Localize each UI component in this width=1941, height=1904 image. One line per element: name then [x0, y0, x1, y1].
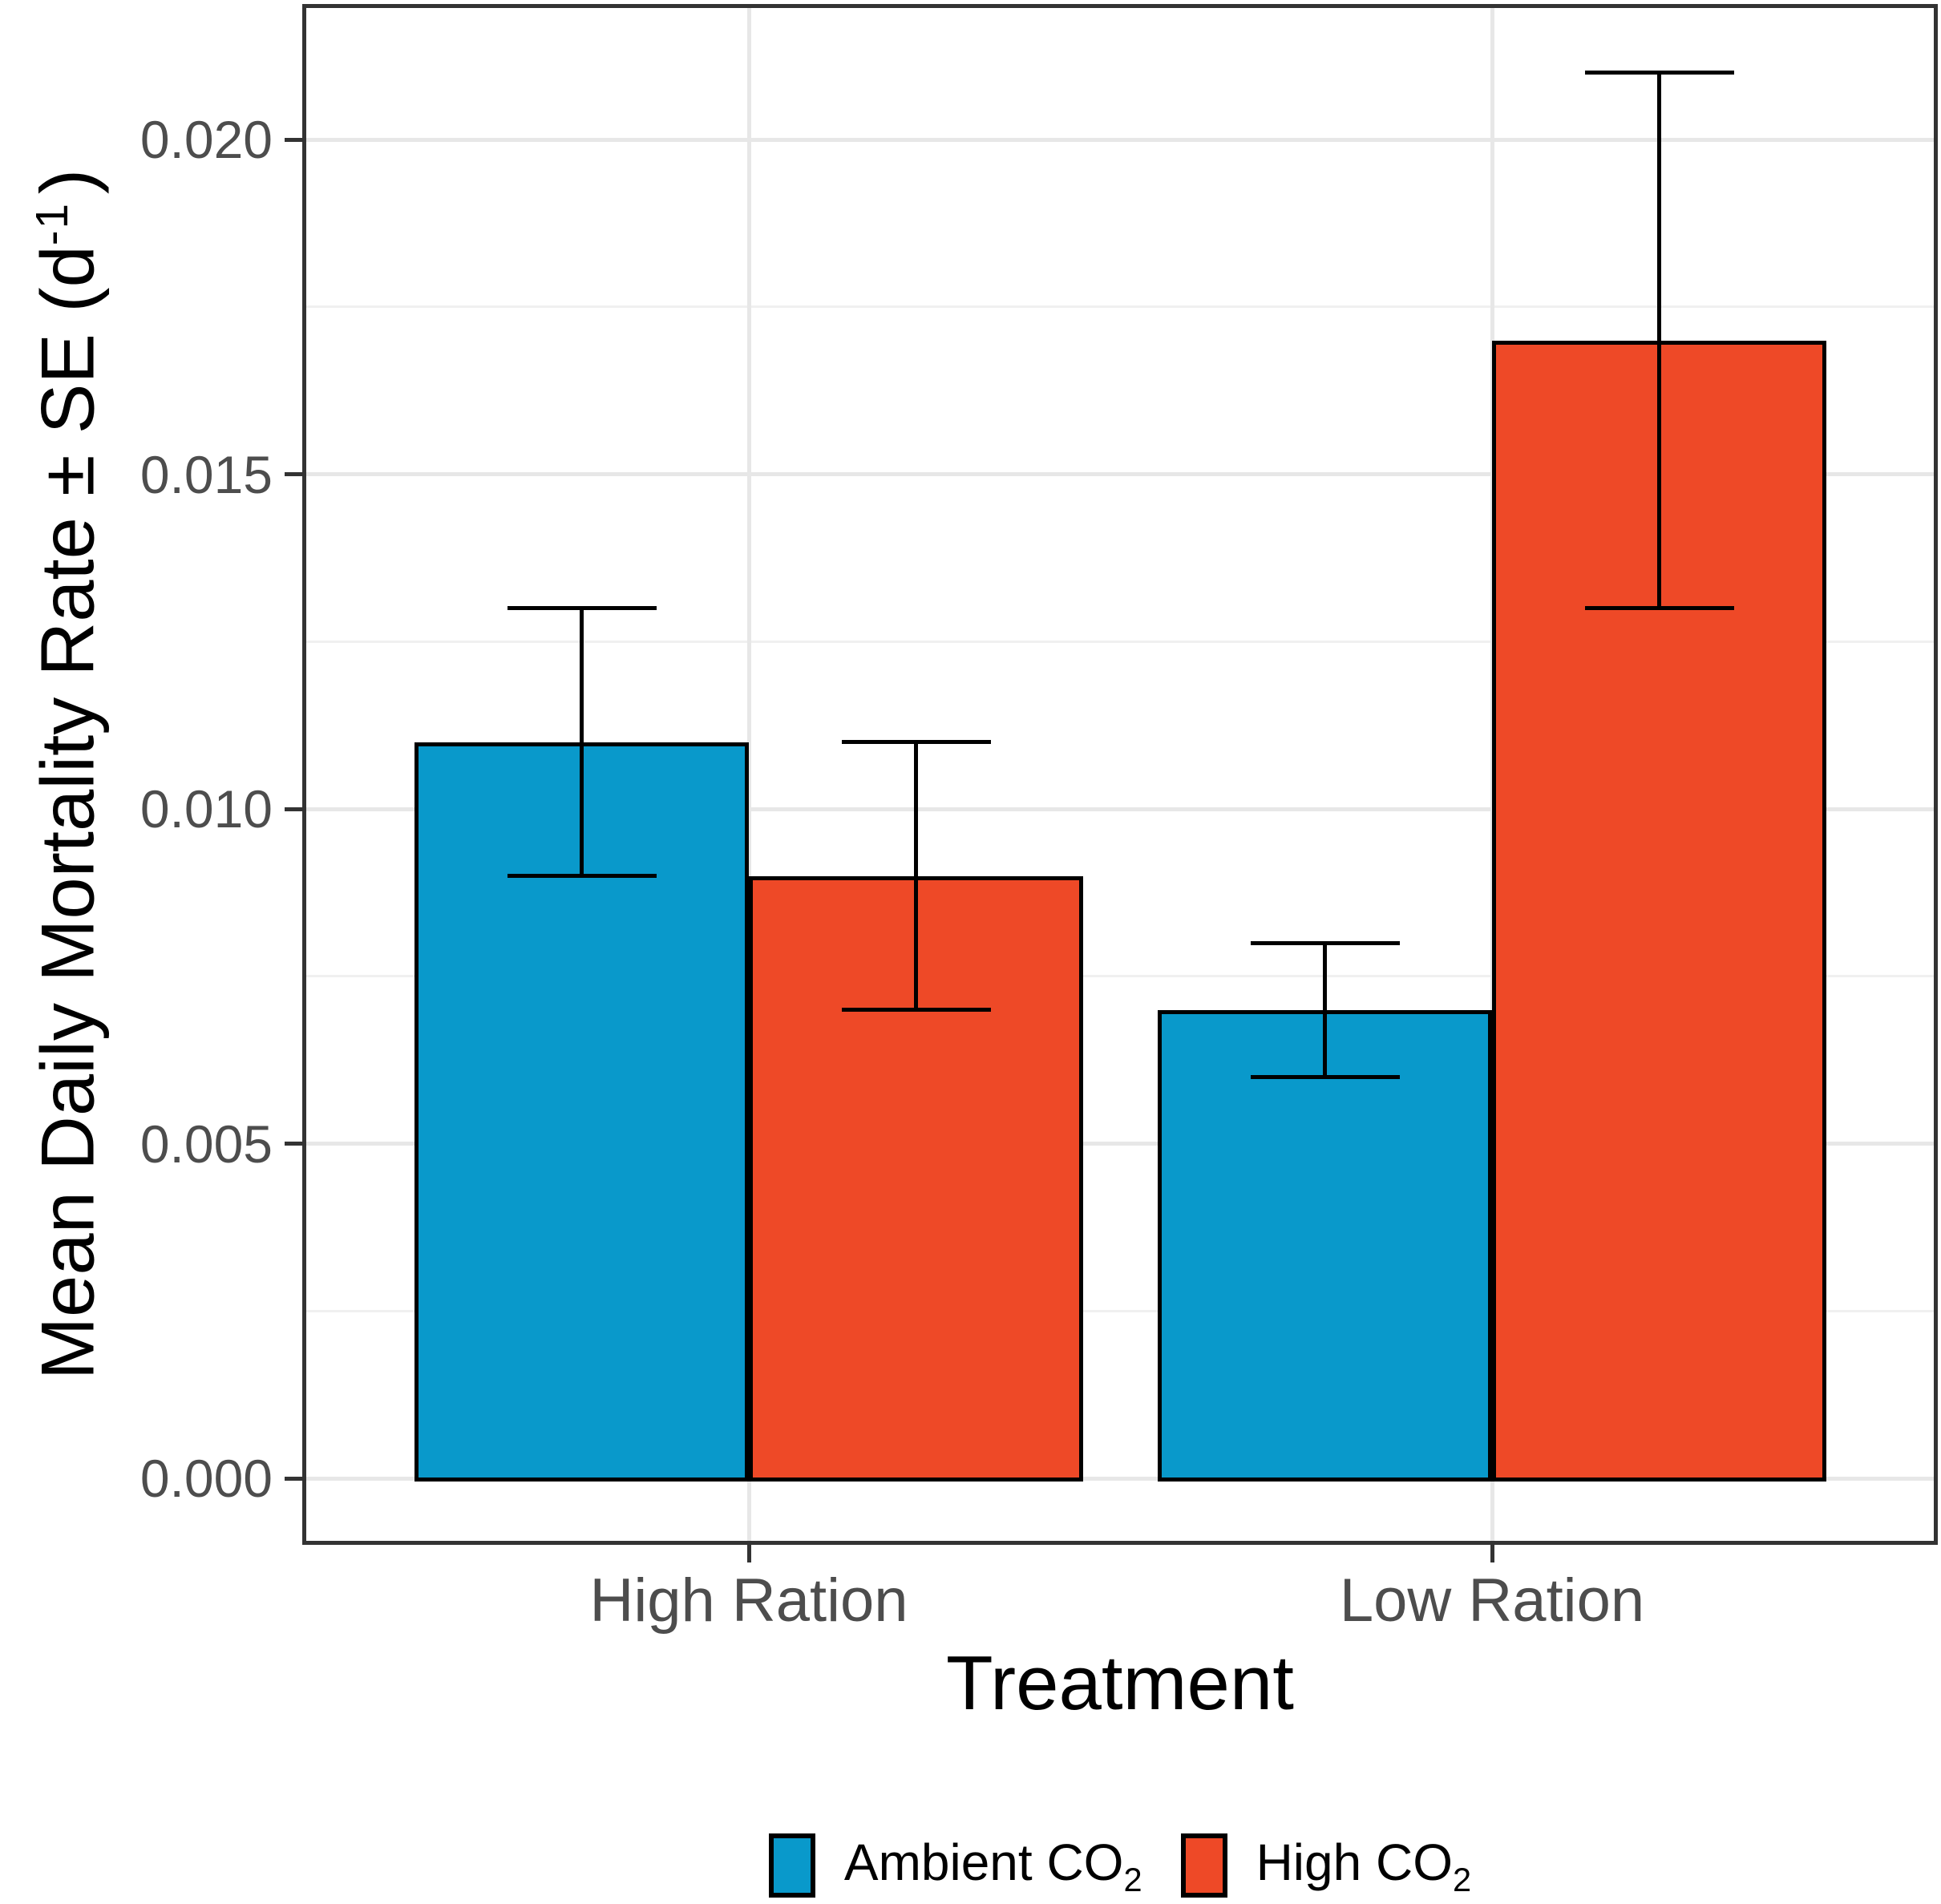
error-bar-high-ration-ambient-co2-cap-bottom — [507, 874, 657, 878]
gridline-minor — [306, 975, 1934, 978]
y-tick-label: 0.005 — [140, 1114, 273, 1174]
legend-label-ambient-co2: Ambient CO2 — [844, 1833, 1142, 1899]
legend-label-text: Ambient CO — [843, 1833, 1124, 1891]
gridline-minor — [306, 1309, 1934, 1312]
x-axis-title: Treatment — [946, 1640, 1294, 1726]
gridline-minor — [306, 640, 1934, 643]
y-axis-title: Mean Daily Mortality Rate ± SE (d-1) — [4, 4, 109, 1545]
bar-low-ration-ambient-co2 — [1158, 1009, 1492, 1482]
error-bar-low-ration-high-co2-cap-top — [1584, 71, 1734, 75]
error-bar-high-ration-high-co2-line — [914, 742, 918, 1010]
legend-label-text: High CO — [1256, 1833, 1453, 1891]
y-tick-mark — [285, 137, 302, 142]
x-tick-label-low-ration: Low Ration — [1339, 1566, 1645, 1635]
error-bar-high-ration-ambient-co2-line — [580, 608, 584, 876]
legend-label-high-co2: High CO2 — [1256, 1833, 1472, 1899]
error-bar-low-ration-ambient-co2-cap-top — [1250, 940, 1400, 945]
legend-item-ambient-co2: Ambient CO2 — [768, 1833, 1142, 1899]
legend-label-subscript: 2 — [1452, 1860, 1472, 1898]
x-tick-mark — [1490, 1545, 1494, 1562]
x-tick-label-high-ration: High Ration — [589, 1566, 908, 1635]
error-bar-high-ration-ambient-co2-cap-top — [507, 606, 657, 610]
gridline-major — [306, 806, 1934, 811]
x-tick-mark — [746, 1545, 751, 1562]
y-tick-mark — [285, 1142, 302, 1146]
gridline-major — [306, 1476, 1934, 1481]
legend-swatch-ambient-co2 — [768, 1833, 815, 1898]
gridline-major — [306, 472, 1934, 476]
y-tick-label: 0.020 — [140, 110, 273, 169]
gridline-major — [306, 1142, 1934, 1146]
y-axis-title-close: ) — [25, 168, 110, 195]
legend-item-high-co2: High CO2 — [1180, 1833, 1472, 1899]
error-bar-low-ration-ambient-co2-line — [1323, 943, 1327, 1077]
y-tick-mark — [285, 806, 302, 811]
y-tick-mark — [285, 1476, 302, 1481]
gridline-minor — [306, 305, 1934, 309]
y-axis-title-superscript: -1 — [26, 202, 77, 246]
error-bar-low-ration-high-co2-cap-bottom — [1584, 606, 1734, 610]
y-tick-label: 0.000 — [140, 1449, 273, 1508]
legend-label-subscript: 2 — [1123, 1860, 1142, 1898]
error-bar-high-ration-high-co2-cap-bottom — [841, 1008, 991, 1012]
y-tick-label: 0.010 — [140, 779, 273, 839]
y-tick-label: 0.015 — [140, 444, 273, 504]
y-axis-title-text: Mean Daily Mortality Rate ± SE (d — [25, 245, 110, 1381]
error-bar-low-ration-ambient-co2-cap-bottom — [1250, 1074, 1400, 1079]
gridline-category-high-ration — [746, 8, 751, 1541]
bar-low-ration-high-co2 — [1492, 340, 1826, 1482]
legend-swatch-high-co2 — [1180, 1833, 1227, 1898]
y-tick-mark — [285, 472, 302, 476]
error-bar-high-ration-high-co2-cap-top — [841, 740, 991, 744]
gridline-major — [306, 137, 1934, 142]
error-bar-low-ration-high-co2-line — [1657, 72, 1661, 608]
legend: Ambient CO2 High CO2 — [302, 1821, 1938, 1904]
